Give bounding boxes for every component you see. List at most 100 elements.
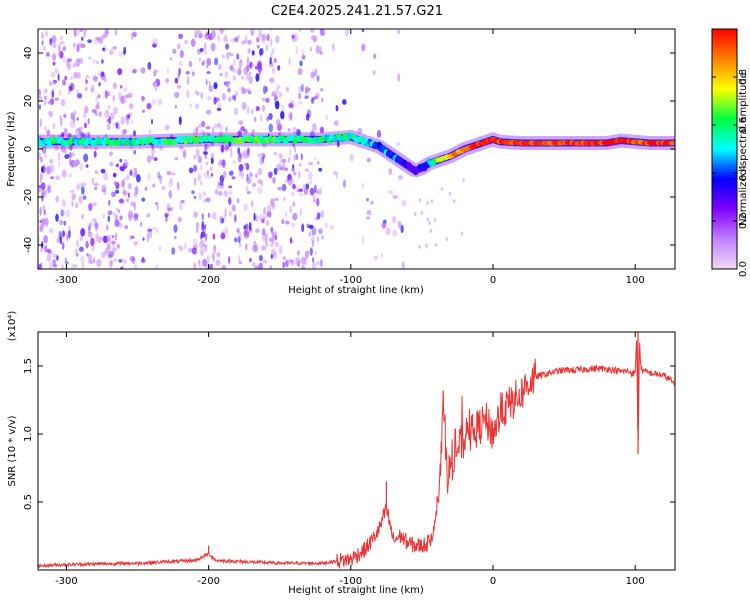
noise-blob bbox=[285, 86, 290, 93]
noise-blob bbox=[266, 34, 269, 41]
snr-panel: -300 -200 -100 0 100 0.5 1.0 1.5 Height of str… bbox=[7, 311, 676, 596]
noise-blob bbox=[53, 68, 59, 74]
noise-blob bbox=[257, 168, 263, 176]
noise-blob bbox=[204, 42, 207, 51]
noise-blob bbox=[282, 256, 286, 260]
noise-blob bbox=[222, 93, 226, 101]
snr-spikes bbox=[208, 332, 639, 554]
noise-blob bbox=[60, 98, 66, 107]
noise-blob bbox=[170, 172, 176, 176]
noise-blob bbox=[81, 213, 84, 220]
noise-blob bbox=[235, 90, 239, 97]
noise-blob bbox=[388, 190, 393, 195]
noise-blob bbox=[224, 144, 229, 153]
noise-blob bbox=[299, 60, 303, 67]
noise-blob bbox=[289, 206, 293, 214]
noise-blob bbox=[271, 48, 275, 55]
noise-blob bbox=[366, 210, 372, 216]
noise-blob bbox=[228, 185, 233, 189]
noise-blob bbox=[69, 158, 72, 165]
noise-blob bbox=[109, 259, 113, 268]
noise-blob bbox=[133, 241, 139, 246]
noise-blob bbox=[158, 245, 162, 252]
y-tick-label: 0.5 bbox=[23, 494, 34, 510]
noise-blob bbox=[123, 258, 127, 265]
noise-blob bbox=[257, 179, 263, 184]
noise-blob bbox=[198, 193, 202, 201]
noise-blob bbox=[392, 194, 398, 200]
noise-blob bbox=[77, 182, 82, 189]
noise-blob bbox=[146, 103, 152, 110]
noise-blob bbox=[102, 213, 106, 219]
noise-blob bbox=[214, 189, 219, 195]
noise-blob bbox=[292, 126, 298, 136]
noise-blob bbox=[52, 122, 56, 130]
noise-blob bbox=[223, 190, 229, 197]
noise-blob bbox=[231, 176, 236, 180]
noise-blob bbox=[92, 75, 98, 82]
noise-blob bbox=[210, 157, 214, 165]
noise-blob bbox=[128, 210, 134, 219]
noise-blob bbox=[84, 132, 90, 140]
noise-blob bbox=[61, 264, 64, 269]
noise-blob bbox=[182, 149, 187, 159]
noise-blob bbox=[177, 73, 180, 79]
noise-blob bbox=[252, 182, 257, 188]
noise-blob bbox=[114, 29, 118, 36]
noise-blob bbox=[239, 151, 245, 157]
noise-blob bbox=[246, 63, 250, 73]
noise-blob bbox=[81, 263, 85, 269]
noise-blob bbox=[115, 163, 120, 168]
noise-blob bbox=[273, 58, 278, 64]
noise-blob bbox=[290, 237, 292, 244]
ridge-point bbox=[669, 140, 675, 146]
noise-blob bbox=[221, 264, 226, 269]
noise-blob bbox=[59, 220, 64, 226]
noise-blob bbox=[298, 192, 304, 197]
noise-blob bbox=[210, 152, 215, 159]
noise-blob bbox=[262, 234, 266, 242]
noise-blob bbox=[397, 220, 402, 229]
noise-blob bbox=[62, 56, 67, 63]
noise-blob bbox=[277, 84, 280, 90]
y-tick-label: 1.0 bbox=[23, 426, 34, 442]
noise-blob bbox=[52, 61, 56, 66]
noise-blob bbox=[397, 73, 401, 82]
noise-blob bbox=[262, 85, 267, 95]
noise-blob bbox=[151, 119, 153, 124]
noise-blob bbox=[277, 186, 283, 191]
noise-blob bbox=[111, 235, 115, 239]
noise-blob bbox=[67, 58, 73, 63]
noise-blob bbox=[197, 173, 201, 181]
noise-blob bbox=[136, 174, 141, 183]
noise-blob bbox=[57, 236, 60, 243]
noise-blob bbox=[81, 182, 87, 187]
noise-blob bbox=[228, 96, 232, 103]
noise-blob bbox=[147, 231, 153, 239]
noise-blob bbox=[58, 152, 61, 162]
noise-blob bbox=[124, 225, 129, 230]
noise-blob bbox=[79, 236, 84, 242]
noise-blob bbox=[180, 199, 185, 204]
noise-blob bbox=[154, 84, 158, 91]
noise-blob bbox=[213, 96, 217, 105]
spectrogram-y-label: Frequency (Hz) bbox=[6, 111, 17, 187]
noise-blob bbox=[89, 144, 93, 150]
noise-blob bbox=[281, 103, 285, 113]
noise-blob bbox=[275, 119, 281, 126]
noise-blob bbox=[388, 168, 392, 175]
noise-blob bbox=[205, 79, 208, 86]
noise-blob bbox=[165, 213, 168, 223]
noise-blob bbox=[213, 246, 217, 254]
noise-blob bbox=[279, 245, 283, 255]
noise-blob bbox=[167, 191, 170, 197]
noise-blob bbox=[204, 155, 207, 159]
noise-blob bbox=[76, 239, 79, 248]
noise-blob bbox=[216, 252, 221, 258]
noise-blob bbox=[315, 44, 320, 54]
noise-blob bbox=[199, 240, 204, 250]
noise-blob bbox=[215, 259, 221, 266]
noise-blob bbox=[224, 71, 229, 79]
noise-blob bbox=[212, 254, 215, 262]
